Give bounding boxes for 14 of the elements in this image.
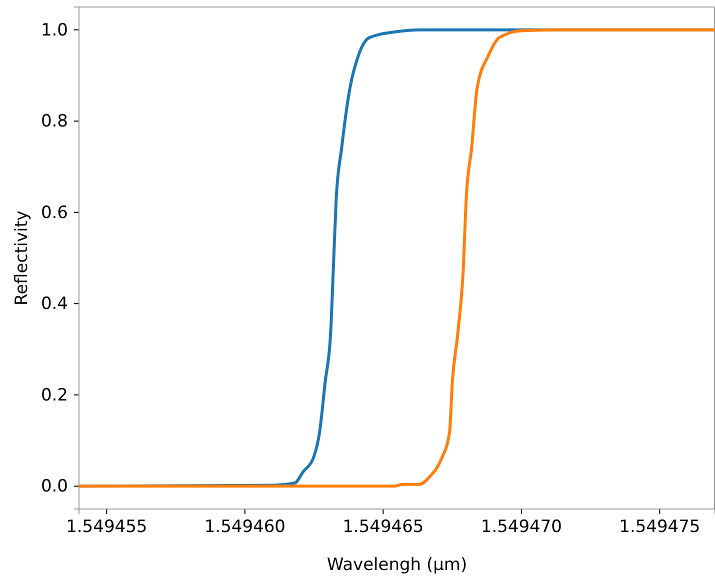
x-tick-label: 1.549460 [204, 517, 286, 538]
line-series [78, 28, 715, 488]
x-tick-label: 1.549475 [619, 517, 700, 538]
x-tick-label: 1.549465 [342, 517, 424, 538]
x-tick-label: 1.549455 [66, 517, 148, 538]
y-tick-label: 0.0 [40, 476, 68, 497]
y-axis-title: Reflectivity [12, 210, 32, 306]
y-tick-label: 0.4 [40, 294, 68, 314]
y-tick-label: 0.8 [40, 112, 68, 132]
y-tick-label: 0.6 [40, 202, 68, 223]
y-tick-label: 0.2 [40, 385, 68, 406]
y-tick-label: 1.0 [40, 20, 68, 40]
x-tick-label: 1.549470 [480, 517, 562, 538]
x-axis-title: Wavelengh (μm) [326, 555, 468, 575]
